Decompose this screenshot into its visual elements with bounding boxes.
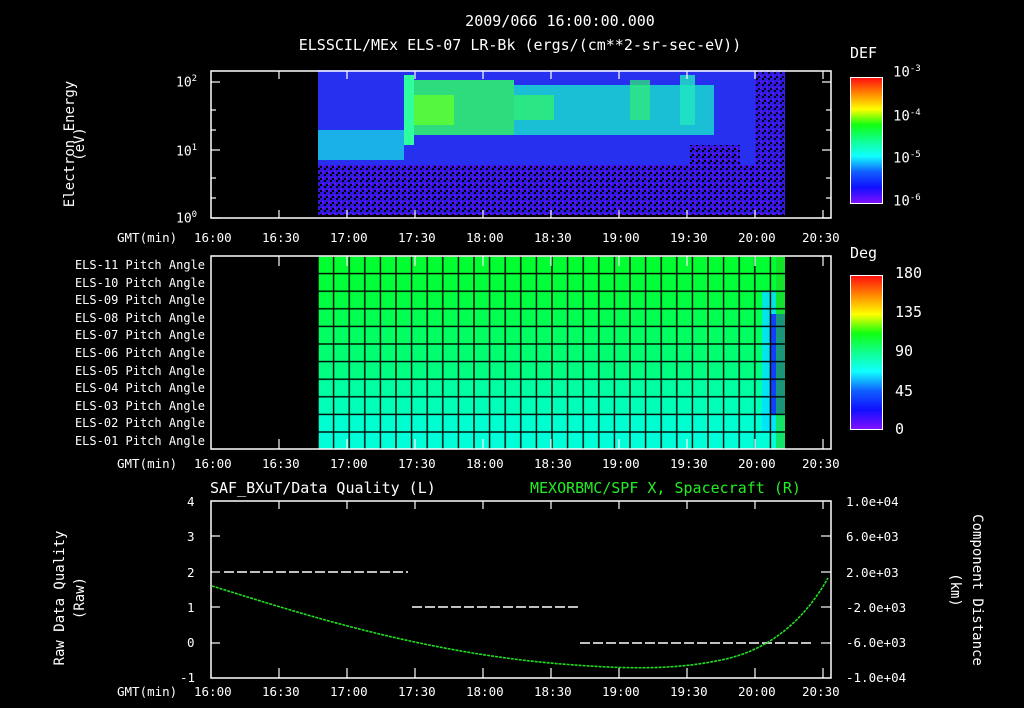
time-axis-label: GMT(min) <box>117 230 178 245</box>
orbit-quality-panel <box>210 500 832 680</box>
orbit-quality-graphic <box>210 500 832 679</box>
pitch-row-label: ELS-06 Pitch Angle <box>74 345 205 360</box>
pitch-angle-panel <box>210 254 832 452</box>
time-axis-label: GMT(min) <box>117 456 178 471</box>
cb2-tick: 45 <box>895 382 914 400</box>
pitch-row-label: ELS-03 Pitch Angle <box>74 398 205 413</box>
time-tick: 19:30 <box>670 684 708 699</box>
time-tick: 19:00 <box>602 456 640 471</box>
p3-ytick-right: 6.0e+03 <box>846 529 899 544</box>
time-tick: 17:30 <box>398 230 436 245</box>
p3-ytick-left: 1 <box>187 600 195 615</box>
cb2-tick: 0 <box>895 420 905 438</box>
cb2-tick: 135 <box>895 303 923 321</box>
pitch-row-labels: ELS-11 Pitch Angle ELS-10 Pitch Angle EL… <box>50 257 205 451</box>
time-tick: 17:00 <box>330 684 368 699</box>
p1-ytick-100: 102 <box>176 74 198 91</box>
p1-ytick-10: 101 <box>176 143 198 160</box>
pitch-row-label: ELS-09 Pitch Angle <box>74 293 205 308</box>
colorbar-def <box>850 77 883 204</box>
time-tick: 17:00 <box>330 230 368 245</box>
time-tick: 16:30 <box>262 684 300 699</box>
time-tick: 20:30 <box>802 456 840 471</box>
pitch-row-label: ELS-05 Pitch Angle <box>74 363 205 378</box>
cb1-tick: 10-3 <box>893 64 921 81</box>
panel3-ylabel-right: Component Distance <box>969 514 985 666</box>
time-tick: 19:30 <box>670 230 708 245</box>
cb1-tick: 10-5 <box>893 150 921 167</box>
cb1-tick: 10-6 <box>893 193 921 210</box>
time-tick: 18:30 <box>534 456 572 471</box>
time-tick: 18:00 <box>466 456 504 471</box>
cb1-tick: 10-4 <box>893 108 921 125</box>
p3-ytick-left: 3 <box>187 529 195 544</box>
p3-ytick-right: -2.0e+03 <box>846 600 907 615</box>
plot-timestamp: 2009/066 16:00:00.000 <box>465 12 655 30</box>
p3-ytick-right: -1.0e+04 <box>846 670 907 685</box>
spectrogram-graphic <box>210 70 832 219</box>
time-tick: 16:30 <box>262 456 300 471</box>
time-tick: 20:00 <box>738 684 776 699</box>
p3-ytick-left: 2 <box>187 565 195 580</box>
p3-ytick-right: -6.0e+03 <box>846 635 907 650</box>
time-tick: 17:30 <box>398 684 436 699</box>
panel3-ylabel: Raw Data Quality <box>52 530 68 666</box>
panel3-left-title: SAF_BXuT/Data Quality (L) <box>210 479 436 497</box>
time-tick: 16:00 <box>194 230 232 245</box>
time-tick: 19:30 <box>670 456 708 471</box>
time-tick: 19:00 <box>602 684 640 699</box>
p3-ytick-right: 2.0e+03 <box>846 565 899 580</box>
time-axis-label: GMT(min) <box>117 684 178 699</box>
colorbar1-title: DEF <box>850 44 878 62</box>
time-tick: 17:00 <box>330 456 368 471</box>
pitch-row-label: ELS-04 Pitch Angle <box>74 381 205 396</box>
time-tick: 19:00 <box>602 230 640 245</box>
time-tick: 18:30 <box>534 230 572 245</box>
time-tick: 20:00 <box>738 456 776 471</box>
p3-ytick-right: 1.0e+04 <box>846 494 899 509</box>
time-tick: 20:30 <box>802 684 840 699</box>
p3-ytick-left: 0 <box>187 635 195 650</box>
pitch-row-label: ELS-02 Pitch Angle <box>74 416 205 431</box>
panel3-right-title: MEXORBMC/SPF X, Spacecraft (R) <box>530 479 801 497</box>
pitch-row-label: ELS-10 Pitch Angle <box>74 275 205 290</box>
time-tick: 20:00 <box>738 230 776 245</box>
cb2-tick: 90 <box>895 342 914 360</box>
time-tick: 20:30 <box>802 230 840 245</box>
p1-ytick-1: 100 <box>176 210 198 227</box>
cb2-tick: 180 <box>895 264 923 282</box>
colorbar-deg <box>850 275 883 430</box>
time-tick: 18:00 <box>466 684 504 699</box>
pitch-row-label: ELS-08 Pitch Angle <box>74 310 205 325</box>
time-tick: 17:30 <box>398 456 436 471</box>
spectrogram-panel <box>210 60 832 220</box>
colorbar2-title: Deg <box>850 244 878 262</box>
pitch-angle-graphic <box>210 255 832 450</box>
panel3-yunit-right: (km) <box>947 573 963 607</box>
time-tick: 16:00 <box>194 456 232 471</box>
time-tick: 16:00 <box>194 684 232 699</box>
panel3-yunit: (Raw) <box>72 576 88 620</box>
time-tick: 18:00 <box>466 230 504 245</box>
time-tick: 18:30 <box>534 684 572 699</box>
pitch-row-label: ELS-11 Pitch Angle <box>74 258 205 272</box>
time-tick: 16:30 <box>262 230 300 245</box>
p3-ytick-left: 4 <box>187 494 195 509</box>
pitch-row-label: ELS-07 Pitch Angle <box>74 328 205 343</box>
plot-title: ELSSCIL/MEx ELS-07 LR-Bk (ergs/(cm**2-sr… <box>298 36 742 54</box>
p3-ytick-left: -1 <box>180 670 196 685</box>
panel1-yunit: (eV) <box>72 127 88 161</box>
pitch-row-label: ELS-01 Pitch Angle <box>74 433 205 448</box>
